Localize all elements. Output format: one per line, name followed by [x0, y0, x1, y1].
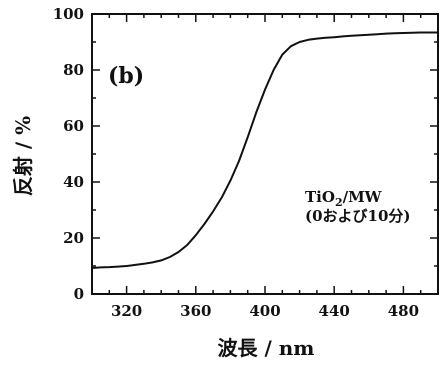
- annotation-mw: /MW: [343, 188, 383, 206]
- y-axis-title: 反射 / %: [11, 116, 35, 196]
- annotation-subscript: 2: [335, 196, 343, 209]
- x-tick-label: 320: [111, 302, 142, 320]
- x-tick-label: 400: [249, 302, 280, 320]
- y-tick-label: 0: [74, 285, 84, 303]
- annotation-tio: TiO: [305, 188, 335, 206]
- plot-frame: [91, 13, 439, 295]
- y-tick-label: 80: [63, 61, 84, 79]
- annotation-line-2: (0および10分): [305, 207, 411, 225]
- y-tick-label: 20: [63, 229, 84, 247]
- annotation-line-1: TiO2/MW: [305, 188, 383, 209]
- tick-group: 320 360 400 440 480 0 20 40 60 80 100: [53, 5, 439, 320]
- y-tick-label: 40: [63, 173, 84, 191]
- panel-label: (b): [108, 63, 144, 89]
- x-tick-label: 440: [319, 302, 350, 320]
- series-line-0: [91, 31, 438, 269]
- series-group: [91, 31, 438, 269]
- x-axis-title: 波長 / nm: [218, 336, 315, 360]
- y-tick-label: 60: [63, 117, 84, 135]
- y-tick-label: 100: [53, 5, 84, 23]
- x-tick-label: 360: [180, 302, 211, 320]
- x-tick-label: 480: [388, 302, 419, 320]
